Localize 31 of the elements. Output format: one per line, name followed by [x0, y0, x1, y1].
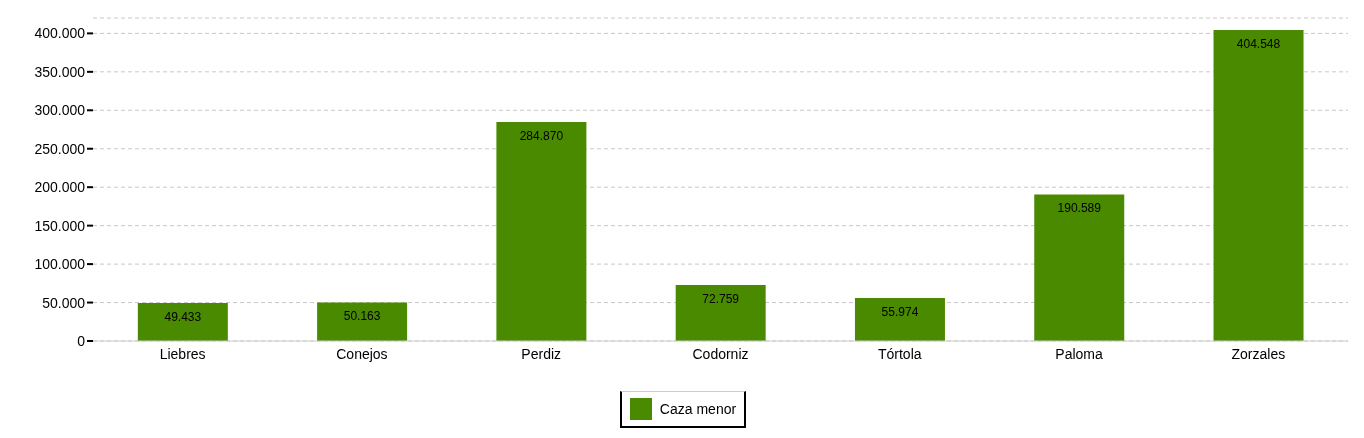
x-tick-label: Paloma [1055, 345, 1104, 362]
x-tick-label: Tórtola [878, 345, 922, 362]
bar [1213, 29, 1304, 341]
data-label: 284.870 [519, 128, 564, 143]
bar [496, 121, 587, 341]
y-tick-label: 100.000 [34, 256, 86, 273]
data-label: 190.589 [1057, 201, 1102, 216]
data-label: 50.163 [343, 309, 381, 324]
y-tick-label: 50.000 [42, 294, 86, 311]
y-tick-label: 0 [77, 332, 86, 349]
data-label: 49.433 [164, 309, 202, 324]
bar [1034, 194, 1125, 341]
x-tick-label: Perdiz [521, 345, 562, 362]
legend-label: Caza menor [659, 401, 737, 417]
bar [675, 285, 766, 341]
y-tick-label: 200.000 [34, 179, 86, 196]
x-tick-label: Zorzales [1231, 345, 1286, 362]
bar [854, 297, 945, 341]
x-tick-label: Conejos [336, 345, 388, 362]
y-tick-label: 300.000 [34, 102, 86, 119]
x-tick-label: Codorniz [692, 345, 749, 362]
data-label: 72.759 [702, 292, 740, 307]
y-tick-label: 400.000 [34, 25, 86, 42]
x-tick-label: Liebres [159, 345, 206, 362]
bar [317, 302, 408, 341]
y-tick-label: 250.000 [34, 140, 86, 157]
data-label: 55.974 [881, 304, 919, 319]
bar [137, 302, 228, 341]
y-tick-label: 150.000 [34, 217, 86, 234]
data-label: 404.548 [1236, 36, 1281, 51]
y-tick-label: 350.000 [34, 63, 86, 80]
